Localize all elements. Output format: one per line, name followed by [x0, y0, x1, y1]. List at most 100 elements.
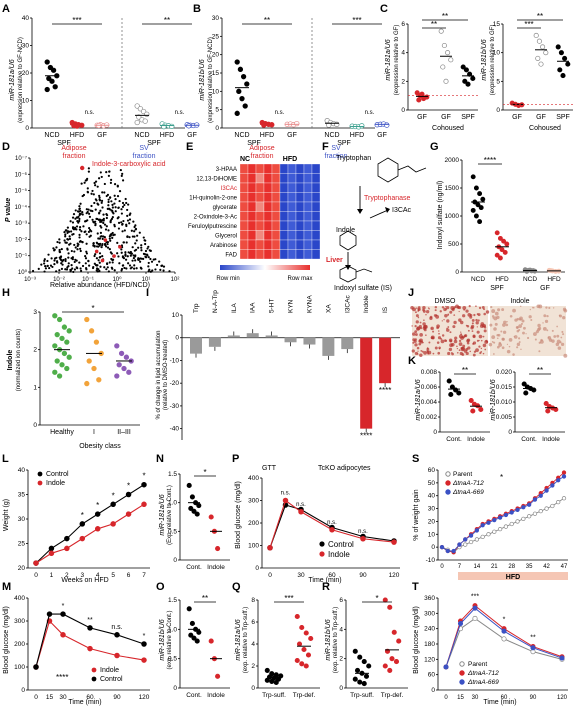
- panel-J-dmso-droplet: [458, 339, 462, 343]
- panel-D-point: [86, 187, 89, 190]
- panel-M-point: [87, 645, 93, 652]
- panel-D-point: [74, 209, 77, 212]
- panel-S-ytick-label: 20: [428, 518, 436, 525]
- panel-H-point: [84, 380, 90, 387]
- panel-M-sig: *: [143, 633, 146, 640]
- panel-P-ytick-label: 200: [248, 520, 259, 527]
- panel-J-indole-droplet: [562, 316, 566, 320]
- panel-R-point: [382, 663, 388, 669]
- panel-D-point: [89, 234, 92, 237]
- panel-P-ylabel: Blood glucose (mg/dl): [235, 481, 242, 549]
- panel-J-dmso-droplet: [436, 341, 440, 344]
- panel-J-indole-droplet: [560, 342, 565, 346]
- panel-D-point: [105, 216, 108, 220]
- panel-D-point: [78, 261, 81, 264]
- panel-J-dmso-droplet: [437, 336, 442, 340]
- panel-letter-S: S: [412, 453, 419, 465]
- panel-D-point: [162, 269, 165, 272]
- panel-D-point: [94, 180, 98, 183]
- panel-D-point: [140, 244, 143, 247]
- panel-D-point: [96, 264, 99, 267]
- panel-J-dmso-droplet: [475, 321, 479, 325]
- panel-E-cell: [295, 182, 305, 193]
- panel-D-point: [147, 256, 150, 259]
- panel-J-dmso-droplet: [458, 310, 460, 313]
- panel-P-xlabel: Time (min): [308, 577, 341, 584]
- panel-B-ytick-label: 15: [212, 70, 220, 77]
- panel-letter-D: D: [2, 141, 10, 153]
- panel-J-indole-droplet: [497, 333, 501, 337]
- panel-M-point: [33, 664, 39, 670]
- panel-F-arrowhead2: [385, 207, 390, 213]
- panel-E-cell: [295, 211, 305, 222]
- panel-D-point: [123, 266, 126, 270]
- panel-A-xtick-label: NCD: [44, 132, 59, 139]
- panel-D-point: [112, 212, 115, 215]
- panel-L-sig: *: [127, 482, 130, 491]
- panel-G-point: [477, 219, 483, 225]
- panel-D-point: [50, 257, 53, 260]
- panel-T-sig: **: [530, 635, 536, 642]
- panel-B-point: [234, 59, 240, 65]
- panel-J-indole-droplet: [493, 327, 497, 331]
- panel-B-frac2b: fraction: [325, 153, 348, 160]
- panel-H-point: [54, 358, 60, 364]
- panel-letter-A: A: [2, 3, 10, 15]
- panel-S-point: [532, 497, 538, 502]
- panel-S-point: [463, 537, 468, 542]
- panel-Q-point: [303, 663, 309, 669]
- panel-T-xtick-label: 120: [557, 695, 568, 701]
- panel-D-point: [114, 198, 117, 201]
- panel-D-point: [96, 185, 99, 188]
- panel-C-left-ytick-label: 0: [401, 107, 405, 114]
- panel-D-point: [77, 215, 80, 218]
- panel-J-dmso-droplet: [416, 326, 420, 331]
- panel-L-xtick-label: 0: [34, 572, 38, 579]
- panel-J-dmso-droplet: [481, 306, 485, 309]
- panel-N-ytick-label: 0.5: [168, 528, 177, 535]
- panel-D-point: [78, 205, 81, 208]
- panel-L-point: [94, 511, 101, 517]
- panel-D-point: [72, 270, 75, 274]
- panel-J-indole-droplet: [491, 341, 494, 343]
- panel-O-point: [196, 629, 202, 635]
- panel-D-point: [44, 267, 48, 270]
- panel-J-indole-droplet: [548, 306, 551, 309]
- panel-L-sig: *: [96, 501, 99, 510]
- panel-R-point: [387, 604, 393, 610]
- panel-O-point: [208, 638, 214, 644]
- panel-M-point: [87, 625, 93, 631]
- panel-D-point: [85, 233, 88, 236]
- panel-B-point: [261, 122, 267, 128]
- panel-P-title: TcKO adipocytes: [318, 465, 371, 472]
- panel-H-point: [59, 335, 65, 342]
- panel-J-indole-droplet: [505, 323, 509, 327]
- panel-D-point: [129, 267, 132, 270]
- panel-C-left-point: [414, 90, 420, 96]
- panel-D-point: [78, 225, 82, 229]
- panel-D-point: [94, 253, 97, 256]
- panel-D-point: [140, 267, 143, 270]
- panel-D-point: [60, 247, 63, 251]
- panel-D-point: [73, 250, 76, 253]
- panel-D-point: [104, 245, 108, 248]
- panel-P-ns: n.s.: [327, 520, 337, 526]
- panel-J-dmso-droplet: [416, 353, 419, 355]
- panel-D-point: [121, 256, 125, 259]
- panel-L-point: [33, 560, 39, 566]
- panel-S-point: [509, 510, 514, 515]
- panel-J-dmso-droplet: [415, 320, 419, 324]
- panel-D-point: [117, 255, 120, 258]
- panel-D-point: [84, 262, 87, 265]
- panel-N-point: [194, 511, 200, 517]
- panel-J-indole-droplet: [490, 306, 493, 309]
- panel-D-point: [99, 265, 102, 268]
- panel-P-xtick-label: 120: [389, 572, 400, 579]
- panel-Q-xtick-label: Trp-def.: [293, 692, 316, 699]
- panel-J-dmso-droplet: [445, 339, 448, 342]
- panel-R-point: [391, 629, 397, 635]
- panel-K-right-ytick-label: 0.020: [496, 369, 513, 376]
- panel-E-cell: [279, 230, 289, 241]
- panel-J-indole-droplet: [551, 329, 554, 332]
- panel-J-dmso-droplet: [425, 314, 427, 316]
